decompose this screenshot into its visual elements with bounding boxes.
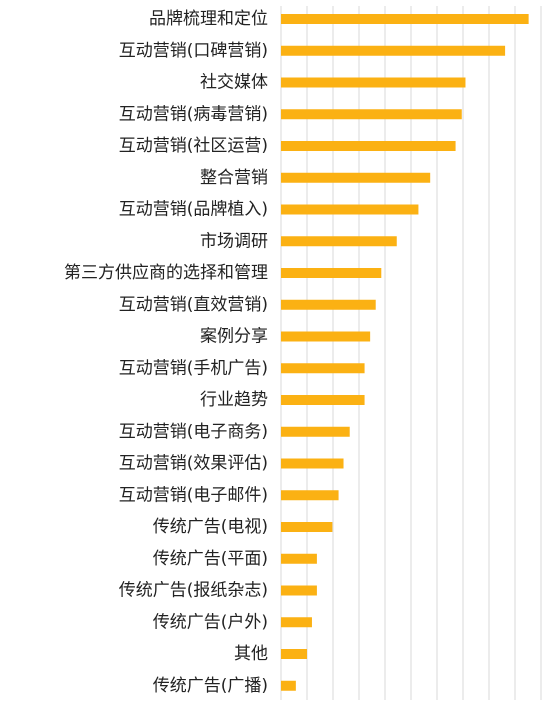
category-label: 传统广告(报纸杂志) xyxy=(119,581,268,601)
bar xyxy=(281,172,431,183)
bar xyxy=(281,268,382,278)
category-label: 互动营销(电子邮件) xyxy=(119,485,268,505)
category-label: 传统广告(户外) xyxy=(153,612,268,632)
bar xyxy=(281,45,506,56)
bar xyxy=(281,363,365,374)
bar xyxy=(281,331,371,342)
category-label: 整合营销 xyxy=(200,168,268,188)
category-label: 行业趋势 xyxy=(200,390,268,410)
bar xyxy=(281,458,344,469)
category-label: 互动营销(社区运营) xyxy=(119,136,268,156)
bar xyxy=(281,585,317,596)
category-label: 互动营销(电子商务) xyxy=(119,422,268,442)
category-label: 第三方供应商的选择和管理 xyxy=(64,263,268,283)
category-label: 互动营销(直效营销) xyxy=(119,295,268,315)
category-label: 互动营销(口碑营销) xyxy=(119,41,268,61)
category-label: 品牌梳理和定位 xyxy=(149,9,268,29)
category-label: 其他 xyxy=(234,644,268,664)
category-label: 市场调研 xyxy=(200,231,268,251)
category-label: 案例分享 xyxy=(200,327,268,347)
bar xyxy=(281,680,296,691)
category-label: 社交媒体 xyxy=(200,73,268,93)
bar xyxy=(281,77,466,88)
bar xyxy=(281,553,317,564)
gridlines xyxy=(280,6,542,700)
bar xyxy=(281,109,462,120)
bar xyxy=(281,236,397,247)
category-label: 互动营销(效果评估) xyxy=(119,454,268,474)
bar xyxy=(281,395,365,405)
bar xyxy=(281,522,333,532)
bar xyxy=(281,490,339,501)
category-label: 传统广告(广播) xyxy=(153,676,268,696)
category-label: 互动营销(手机广告) xyxy=(119,358,268,378)
bar xyxy=(281,14,529,24)
category-label: 传统广告(电视) xyxy=(153,517,268,537)
bar xyxy=(281,649,307,659)
category-label: 互动营销(病毒营销) xyxy=(119,104,268,124)
bar xyxy=(281,204,419,215)
bar xyxy=(281,426,350,437)
bar xyxy=(281,141,456,151)
bar xyxy=(281,299,376,310)
bar xyxy=(281,617,312,628)
category-label: 互动营销(品牌植入) xyxy=(119,200,268,220)
category-label: 传统广告(平面) xyxy=(153,549,268,569)
bars xyxy=(281,14,529,691)
